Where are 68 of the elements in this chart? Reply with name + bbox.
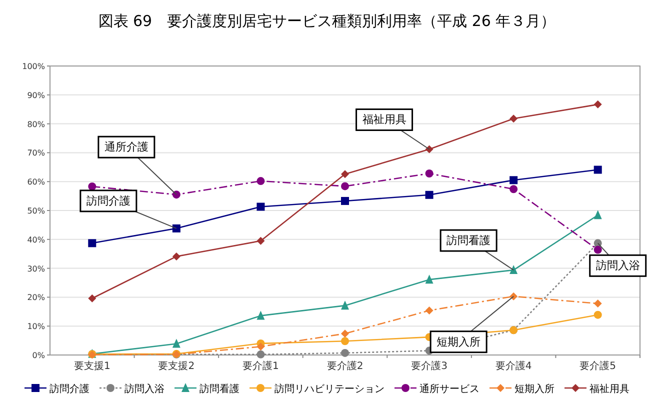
chart-title: 図表 69 要介護度別居宅サービス種類別利用率（平成 26 年３月） <box>98 12 556 30</box>
point <box>341 182 349 190</box>
legend-label: 訪問介護 <box>50 383 90 395</box>
x-tick-label: 要支援1 <box>74 360 110 372</box>
annotation: 短期入所 <box>436 335 481 348</box>
point <box>594 310 602 319</box>
point <box>341 348 349 357</box>
y-tick-label: 90% <box>27 90 46 100</box>
point <box>341 170 349 178</box>
y-tick-label: 70% <box>27 148 46 158</box>
point <box>256 236 265 245</box>
legend-label: 訪問リハビリテーション <box>274 383 384 395</box>
y-tick-label: 10% <box>27 322 46 332</box>
y-tick-label: 80% <box>27 120 46 129</box>
point <box>88 182 96 191</box>
point <box>172 190 180 199</box>
annotation: 訪問入浴 <box>596 259 640 272</box>
legend-label: 福祉用具 <box>590 383 630 395</box>
x-tick-label: 要介護5 <box>580 360 616 372</box>
point <box>594 100 602 108</box>
point <box>172 224 180 232</box>
point <box>256 177 265 186</box>
point <box>172 252 180 260</box>
annotation: 福祉用具 <box>362 113 406 126</box>
point <box>341 196 349 205</box>
point <box>88 294 96 302</box>
point <box>425 190 434 199</box>
x-tick-label: 要介護1 <box>242 360 279 372</box>
point <box>256 310 265 320</box>
x-tick-label: 要介護4 <box>495 360 532 372</box>
legend-label: 短期入所 <box>514 383 554 395</box>
point <box>594 300 602 308</box>
point <box>594 166 602 174</box>
x-tick-label: 要支援2 <box>158 360 195 372</box>
legend-label: 通所サービス <box>420 383 480 395</box>
point <box>256 342 265 351</box>
point <box>425 170 434 178</box>
legend-label: 訪問看護 <box>200 383 240 395</box>
annotation: 通所介護 <box>104 140 148 154</box>
y-tick-label: 20% <box>27 293 46 302</box>
legend-label: 訪問入浴 <box>124 383 164 395</box>
point <box>510 265 518 274</box>
annotation: 訪問介護 <box>86 194 130 208</box>
point <box>594 210 602 220</box>
point <box>425 306 434 314</box>
x-tick-label: 要介護2 <box>326 360 364 372</box>
y-tick-label: 40% <box>27 235 46 244</box>
point <box>341 300 349 310</box>
y-tick-label: 100% <box>22 62 46 71</box>
annotation: 訪問看護 <box>446 234 491 248</box>
point <box>341 337 349 346</box>
y-tick-label: 50% <box>27 206 46 216</box>
x-tick-label: 要介護3 <box>411 360 448 372</box>
point <box>510 185 518 194</box>
point <box>172 338 180 348</box>
point <box>256 202 265 211</box>
point <box>425 274 434 284</box>
point <box>510 292 518 300</box>
point <box>425 145 434 154</box>
point <box>510 176 518 184</box>
point <box>88 239 96 248</box>
point <box>256 350 265 358</box>
y-tick-label: 0% <box>32 351 46 360</box>
point <box>594 246 602 254</box>
y-tick-label: 30% <box>27 264 46 274</box>
point <box>341 330 349 338</box>
point <box>510 114 518 123</box>
y-tick-label: 60% <box>27 178 46 187</box>
